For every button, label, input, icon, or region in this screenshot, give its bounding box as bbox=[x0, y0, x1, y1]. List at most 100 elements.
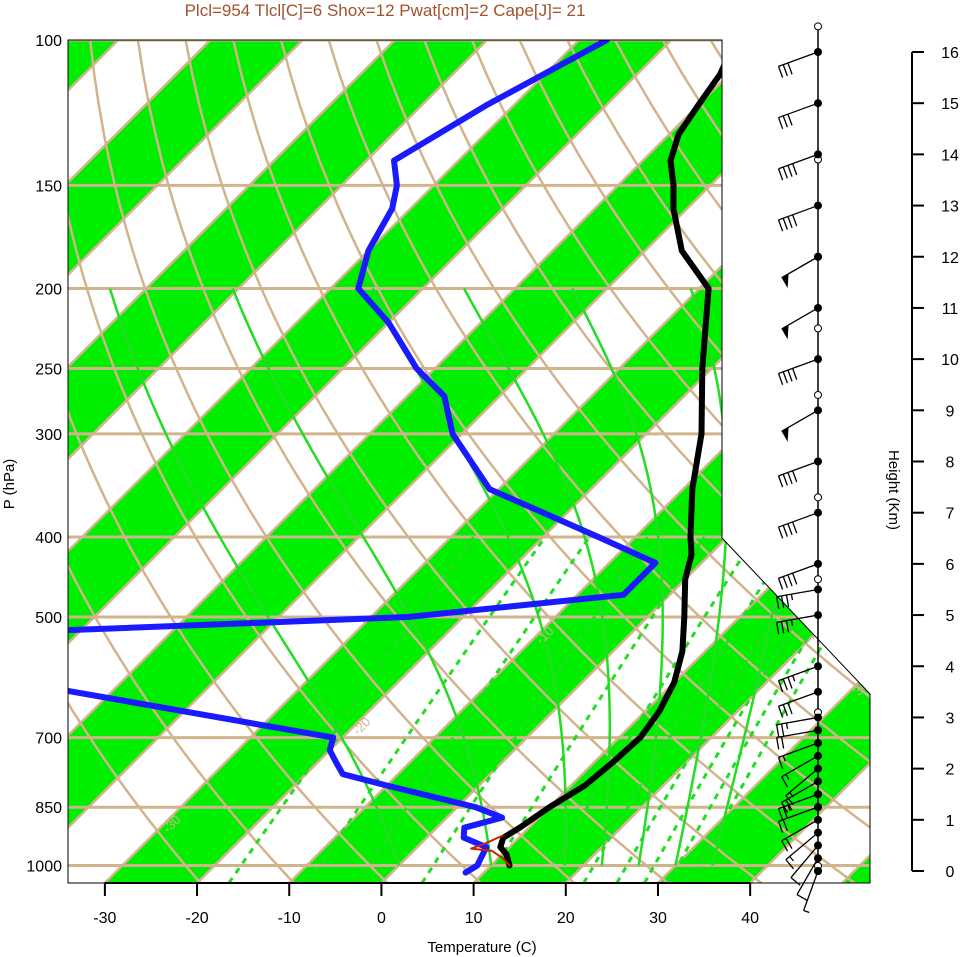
temperature-tick-label: 30 bbox=[649, 910, 667, 927]
isotherm-line bbox=[68, 40, 304, 883]
wind-barb-half-feather bbox=[790, 594, 794, 601]
profiles bbox=[68, 40, 739, 876]
wind-barb-staff bbox=[778, 51, 819, 67]
isotherm-label: 10 bbox=[914, 429, 935, 450]
wind-barb-staff bbox=[778, 358, 819, 375]
dry-adiabat bbox=[184, 40, 763, 883]
wind-barb-feather bbox=[782, 704, 788, 716]
temperature-tick-label: 40 bbox=[741, 910, 759, 927]
wind-barb-feather bbox=[782, 217, 788, 230]
wind-barb-feather bbox=[785, 837, 793, 850]
wind-barb-flag bbox=[781, 427, 789, 442]
isotherm-line bbox=[68, 40, 396, 883]
pressure-tick-label: 100 bbox=[35, 33, 62, 50]
dry-adiabat bbox=[232, 40, 856, 883]
moist-adiabat bbox=[108, 288, 401, 866]
isotherm-line bbox=[68, 40, 212, 883]
wind-barb-feather bbox=[782, 678, 788, 691]
wind-barb-half-feather bbox=[789, 791, 795, 798]
mixing-ratio-label: 3 bbox=[345, 849, 353, 865]
height-level-marker bbox=[814, 324, 822, 333]
mixing-ratio-label: 24 bbox=[839, 337, 855, 353]
temperature-tick-label: 20 bbox=[557, 910, 575, 927]
wind-barb-feather bbox=[780, 736, 785, 749]
wind-barb-feather bbox=[792, 572, 798, 585]
mixing-ratio-line bbox=[355, 536, 591, 883]
dry-adiabat bbox=[470, 40, 870, 883]
pressure-tick-label: 1000 bbox=[26, 859, 62, 876]
wind-barb-feather bbox=[777, 526, 784, 539]
wind-barb-staff bbox=[776, 729, 819, 739]
isotherm-label: 0 bbox=[728, 528, 744, 544]
wind-barb-staff bbox=[778, 153, 819, 170]
dry-adiabat bbox=[68, 40, 389, 883]
wind-barb-feather bbox=[782, 115, 788, 128]
wind-barb-feather bbox=[787, 216, 793, 229]
wind-barb-feather bbox=[792, 214, 798, 227]
wind-barb-feather bbox=[785, 799, 793, 811]
pressure-tick-label: 150 bbox=[35, 178, 62, 195]
dry-adiabat bbox=[423, 40, 870, 883]
isotherm-line bbox=[288, 40, 870, 883]
wind-barb-feather bbox=[780, 621, 785, 634]
height-tick-label: 3 bbox=[946, 710, 955, 727]
wind-barb-staff bbox=[796, 857, 819, 895]
wind-barb-feather bbox=[785, 594, 790, 607]
wind-barb-feather bbox=[787, 523, 793, 536]
pressure-axis: 100 150 200 250 300 400 500 700 850 1000 bbox=[26, 33, 62, 876]
wind-barb-feather bbox=[785, 795, 795, 806]
wind-barb-half-feather bbox=[782, 755, 786, 762]
wind-barb-staff bbox=[776, 588, 819, 598]
height-tick-label: 11 bbox=[942, 301, 959, 318]
isotherm-line bbox=[564, 40, 870, 883]
dry-adiabat bbox=[68, 40, 295, 883]
wind-barb-feather bbox=[782, 64, 788, 77]
wind-barb-half-feather bbox=[785, 722, 789, 730]
pressure-tick-label: 200 bbox=[35, 282, 62, 299]
wind-barb-feather bbox=[777, 168, 784, 181]
wind-barb-feather bbox=[777, 66, 784, 78]
wind-barb-staff bbox=[781, 755, 819, 778]
mixing-ratio-line bbox=[582, 536, 794, 883]
wind-barb-half-feather bbox=[792, 675, 796, 682]
wind-barb-feather bbox=[777, 821, 784, 833]
temperature-tick-label: 0 bbox=[377, 910, 386, 927]
height-tick-label: 0 bbox=[946, 864, 955, 881]
mixing-ratio-line bbox=[540, 536, 757, 883]
isotherms bbox=[68, 40, 870, 883]
wind-barb-feather bbox=[775, 737, 780, 750]
height-tick-label: 14 bbox=[941, 147, 959, 164]
mixing-ratio-line bbox=[420, 536, 649, 883]
wind-barb-feather bbox=[780, 723, 785, 736]
wind-barb-feather bbox=[782, 166, 788, 179]
dry-adiabat bbox=[68, 40, 482, 883]
mixing-ratio-line bbox=[306, 536, 547, 883]
height-tick-label: 8 bbox=[946, 455, 955, 472]
wind-barb-staff bbox=[778, 102, 819, 119]
mixing-ratio-label: 32 bbox=[878, 337, 894, 353]
wind-barb-staff bbox=[778, 806, 819, 822]
wind-barb-half-feather bbox=[803, 909, 810, 914]
wind-barb-feather bbox=[782, 371, 788, 384]
isotherm-line bbox=[196, 40, 870, 883]
wind-barb-feather bbox=[781, 840, 789, 852]
temperature-tick-label: -30 bbox=[93, 910, 116, 927]
parcel-profile bbox=[470, 834, 511, 867]
height-tick-label: 6 bbox=[946, 557, 955, 574]
wind-barb-staff bbox=[785, 832, 819, 861]
temperature-band bbox=[68, 40, 672, 883]
wind-barb-feather bbox=[782, 576, 788, 589]
wind-barb-staff bbox=[778, 691, 819, 707]
wind-barb-half-feather bbox=[787, 804, 791, 812]
plot-border bbox=[67, 39, 871, 884]
height-level-marker bbox=[814, 390, 822, 399]
temperature-profile bbox=[497, 40, 739, 869]
wind-barb-feather bbox=[782, 525, 788, 537]
wind-barb-feather bbox=[777, 680, 784, 693]
wind-barb-staff bbox=[776, 614, 819, 623]
wind-barb-feather bbox=[792, 163, 798, 176]
chart-title: Plcl=954 Tlcl[C]=6 Shox=12 Pwat[cm]=2 Ca… bbox=[185, 1, 586, 20]
wind-barb-feather bbox=[792, 368, 798, 380]
